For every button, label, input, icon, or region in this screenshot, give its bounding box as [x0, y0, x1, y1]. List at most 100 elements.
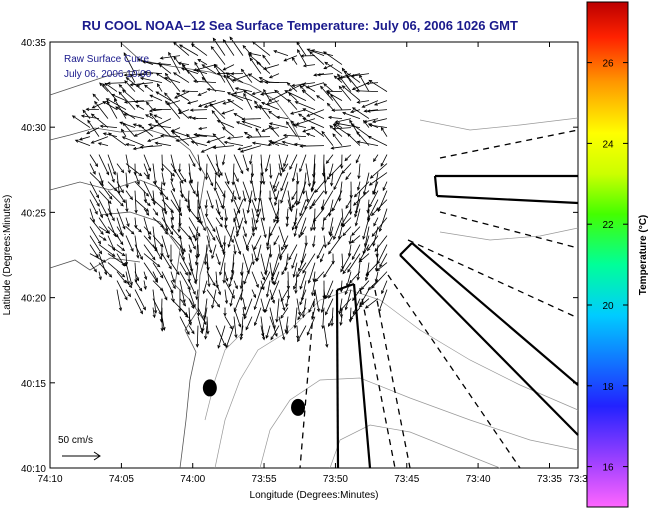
current-vector-head: [241, 120, 246, 124]
current-vector-head: [191, 305, 195, 310]
current-vector-head: [175, 92, 180, 97]
current-vector: [174, 91, 190, 99]
current-vector-head: [278, 172, 283, 177]
current-vector-head: [217, 174, 221, 179]
current-vector-head: [74, 139, 79, 143]
current-vector: [187, 100, 199, 104]
current-vector: [274, 190, 280, 206]
current-vector-head: [141, 60, 146, 64]
current-vector: [342, 226, 352, 236]
current-vector-head: [229, 36, 233, 41]
current-vector-head: [253, 322, 258, 327]
current-vector-head: [329, 233, 333, 238]
current-vector: [203, 298, 208, 319]
current-vector-head: [253, 105, 258, 109]
current-vector-head: [198, 126, 202, 131]
current-vector-head: [280, 167, 284, 172]
current-vector-head: [291, 265, 295, 270]
current-vector-head: [265, 334, 269, 339]
current-vector-head: [213, 64, 218, 68]
current-vector-head: [371, 233, 376, 237]
current-vector-head: [239, 336, 243, 341]
current-vector: [223, 235, 226, 246]
current-vector: [116, 190, 126, 203]
current-vector-head: [262, 336, 266, 341]
current-vector: [252, 91, 262, 95]
current-vector: [323, 262, 334, 278]
current-vector: [155, 119, 172, 137]
current-vector: [134, 280, 143, 292]
current-vector-head: [125, 77, 130, 81]
current-vector-head: [379, 263, 383, 268]
current-vector-head: [94, 211, 98, 215]
current-vector-head: [238, 251, 242, 255]
current-vector-head: [249, 160, 253, 165]
current-vector-head: [351, 107, 356, 111]
current-vector: [178, 208, 181, 232]
current-vector: [350, 109, 361, 113]
current-vector-head: [195, 69, 200, 73]
current-vector-head: [352, 311, 356, 315]
current-vector: [371, 271, 388, 289]
current-vector-head: [126, 223, 130, 228]
current-vector-head: [123, 73, 128, 77]
current-vector: [143, 280, 147, 290]
current-vector: [143, 163, 150, 178]
current-vector-head: [230, 72, 235, 76]
current-vector-head: [251, 91, 256, 96]
current-vector-head: [299, 168, 303, 173]
current-vector: [197, 154, 201, 171]
current-vector: [116, 271, 127, 284]
current-vector-head: [349, 316, 354, 321]
current-vector: [240, 271, 244, 289]
current-vector: [288, 244, 298, 260]
current-vector: [188, 181, 196, 194]
current-vector-head: [297, 49, 301, 53]
current-vector-head: [96, 203, 100, 207]
plot-area: Raw Surface Curre July 06, 2006 10:00 50…: [49, 36, 579, 469]
current-vector-head: [361, 104, 366, 108]
current-vector-head: [168, 51, 172, 56]
current-vector: [233, 307, 241, 327]
current-vector-head: [204, 176, 209, 181]
current-vector: [321, 190, 334, 210]
current-vector-head: [339, 314, 344, 318]
current-vector-head: [381, 290, 385, 295]
current-vector-head: [137, 73, 142, 77]
current-vector-head: [342, 111, 346, 116]
current-vector-head: [197, 59, 202, 63]
current-vector: [344, 154, 352, 161]
current-vector: [215, 181, 226, 198]
current-vector-head: [178, 169, 182, 173]
current-vector: [351, 226, 361, 236]
current-vector: [242, 121, 262, 128]
current-vector: [261, 102, 280, 110]
current-vector: [296, 325, 299, 339]
current-vector: [314, 181, 325, 193]
current-vector-head: [146, 175, 150, 180]
current-vector-head: [291, 178, 296, 183]
current-vector: [349, 235, 352, 244]
current-vector: [270, 280, 280, 300]
current-vector-head: [293, 233, 297, 237]
colorbar-ramp: [586, 1, 629, 508]
current-vector-head: [287, 98, 292, 103]
current-vector-head: [281, 271, 285, 276]
current-vector-head: [188, 319, 192, 324]
current-vector-head: [90, 140, 95, 144]
current-vector: [240, 325, 244, 340]
current-vector: [278, 316, 285, 340]
current-vector-head: [285, 331, 289, 335]
current-vector-head: [271, 277, 275, 281]
current-vector: [89, 208, 95, 223]
current-vector-head: [281, 336, 286, 341]
current-vector-head: [166, 254, 170, 259]
current-vector: [321, 298, 325, 313]
current-vector-head: [243, 233, 247, 238]
current-vector: [329, 217, 334, 235]
current-vector-head: [154, 119, 159, 124]
current-vector: [311, 49, 334, 56]
current-vector-head: [367, 286, 372, 291]
current-vector: [182, 90, 198, 92]
current-vector: [152, 307, 155, 318]
